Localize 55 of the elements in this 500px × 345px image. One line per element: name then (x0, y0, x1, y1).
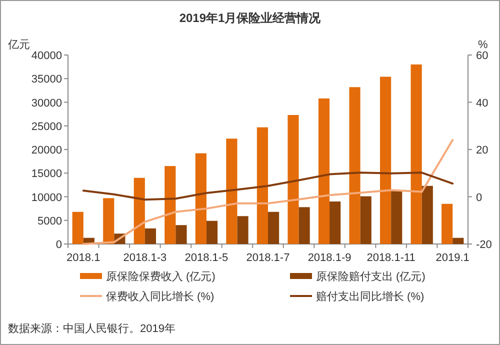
legend-label: 原保险赔付支出 (亿元) (316, 270, 426, 283)
bar (226, 138, 238, 244)
x-tick-label: 2018.1 (66, 252, 100, 264)
bar (349, 87, 360, 244)
legend-label: 原保险保费收入 (亿元) (106, 270, 216, 283)
bar (256, 127, 268, 244)
bar (144, 228, 156, 244)
x-tick-label: 2018.1-5 (184, 252, 228, 264)
y-tick-label: 35000 (31, 74, 62, 86)
y-tick-label: 10000 (31, 192, 62, 204)
x-tick-label: 2018.1-7 (246, 252, 290, 264)
x-tick-label: 2019.1 (436, 252, 470, 264)
bar (164, 166, 176, 244)
y-tick-label: 40000 (31, 50, 62, 62)
bar (72, 212, 84, 244)
bar (206, 220, 218, 244)
y2-tick-label: 0 (476, 192, 482, 204)
y-axis-title: 亿元 (7, 39, 30, 51)
bar (410, 64, 422, 244)
bar (176, 225, 187, 244)
bar (103, 198, 114, 244)
bar (195, 153, 206, 244)
legend-label: 保费收入同比增长 (%) (106, 290, 214, 303)
line-series (82, 139, 454, 245)
y-tick-label: 30000 (31, 97, 62, 110)
legend-label: 赔付支出同比增长 (%) (316, 290, 424, 303)
y-tick-label: 25000 (31, 120, 62, 133)
bar (268, 212, 280, 244)
bar (298, 207, 310, 244)
bar (391, 191, 402, 244)
bar (134, 178, 145, 244)
y2-tick-label: 40 (476, 97, 488, 110)
line-series (82, 172, 454, 201)
y-tick-label: 0 (56, 239, 62, 251)
y2-tick-label: 60 (476, 50, 488, 62)
bar (237, 216, 248, 244)
bar (422, 186, 433, 244)
bar (360, 196, 372, 244)
bar (318, 98, 330, 244)
y-tick-label: 20000 (31, 144, 62, 156)
bar (442, 204, 453, 244)
x-tick-label: 2018.1-9 (308, 252, 352, 264)
y2-tick-label: -20 (476, 239, 492, 251)
source-note: 数据来源：中国人民银行。2019年 (8, 322, 176, 335)
y2-axis-title: % (478, 39, 488, 51)
x-tick-label: 2018.1-11 (366, 252, 416, 264)
bar (288, 115, 299, 244)
chart-title: 2019年1月保险业经营情况 (179, 11, 322, 25)
x-tick-label: 2018.1-3 (123, 252, 167, 264)
bar (452, 238, 464, 244)
bar (330, 201, 341, 244)
y-tick-label: 5000 (38, 215, 62, 228)
bar (380, 76, 392, 244)
y-tick-label: 15000 (31, 168, 62, 180)
y2-tick-label: 20 (476, 144, 488, 156)
